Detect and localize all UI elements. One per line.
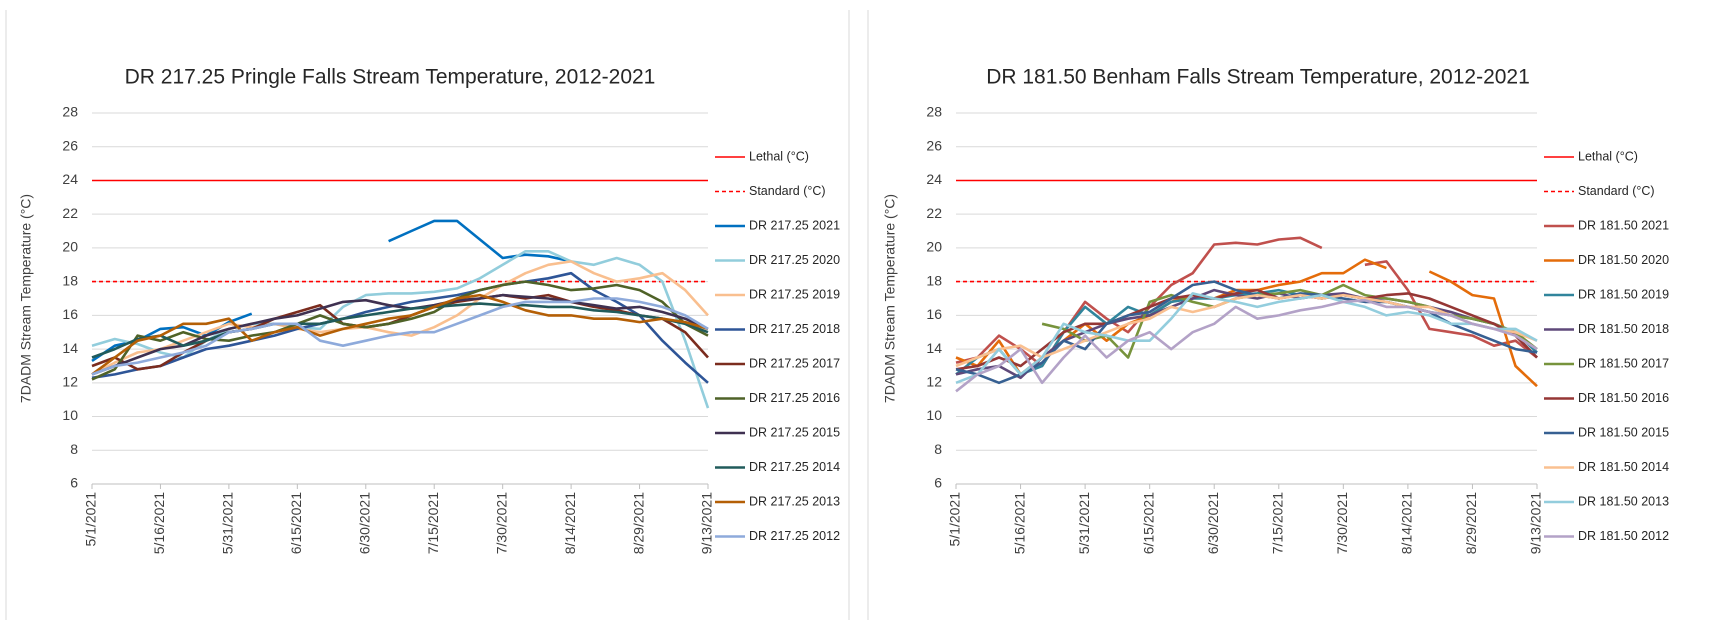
legend-label: DR 217.25 2013 bbox=[749, 494, 840, 508]
y-tick-label: 8 bbox=[934, 441, 942, 457]
legend-label: DR 181.50 2014 bbox=[1578, 460, 1669, 474]
x-tick-label: 8/29/2021 bbox=[1463, 492, 1479, 554]
series-line bbox=[91, 271, 709, 384]
legend-label: DR 217.25 2015 bbox=[749, 425, 840, 439]
series-line bbox=[91, 293, 709, 376]
legend-label: DR 181.50 2020 bbox=[1578, 253, 1669, 267]
x-tick-label: 5/1/2021 bbox=[83, 492, 99, 547]
x-tick-label: 5/31/2021 bbox=[1076, 492, 1092, 554]
y-tick-label: 6 bbox=[70, 475, 78, 491]
y-tick-label: 18 bbox=[926, 272, 942, 288]
x-tick-label: 5/1/2021 bbox=[947, 492, 963, 547]
x-tick-label: 7/15/2021 bbox=[425, 492, 441, 554]
y-tick-label: 28 bbox=[926, 104, 942, 120]
y-tick-label: 10 bbox=[926, 407, 942, 423]
y-tick-label: 26 bbox=[926, 137, 942, 153]
legend-label: Standard (°C) bbox=[749, 184, 826, 198]
series-line bbox=[91, 293, 709, 371]
legend-label: DR 217.25 2016 bbox=[749, 391, 840, 405]
y-tick-label: 12 bbox=[62, 374, 78, 390]
x-tick-label: 6/15/2021 bbox=[288, 492, 304, 554]
x-tick-label: 7/15/2021 bbox=[1269, 492, 1285, 554]
y-tick-label: 12 bbox=[926, 374, 942, 390]
series-line bbox=[91, 280, 709, 381]
series-line bbox=[955, 280, 1538, 385]
y-tick-label: 8 bbox=[70, 441, 78, 457]
y-tick-label: 20 bbox=[62, 239, 78, 255]
y-tick-label: 16 bbox=[926, 306, 942, 322]
series-line bbox=[91, 297, 709, 376]
y-tick-label: 18 bbox=[62, 272, 78, 288]
y-tick-label: 20 bbox=[926, 239, 942, 255]
y-tick-label: 10 bbox=[62, 407, 78, 423]
x-tick-label: 9/13/2021 bbox=[1528, 492, 1544, 554]
legend-label: DR 181.50 2018 bbox=[1578, 322, 1669, 336]
x-tick-label: 8/14/2021 bbox=[1399, 492, 1415, 554]
y-tick-label: 26 bbox=[62, 137, 78, 153]
legend-label: DR 217.25 2017 bbox=[749, 356, 840, 370]
y-tick-label: 24 bbox=[926, 171, 942, 187]
x-tick-label: 8/14/2021 bbox=[562, 492, 578, 554]
legend-label: DR 181.50 2019 bbox=[1578, 287, 1669, 301]
y-axis-label: 7DADM Stream Temperature (°C) bbox=[882, 194, 898, 403]
y-tick-label: 22 bbox=[926, 205, 942, 221]
y-tick-label: 24 bbox=[62, 171, 78, 187]
legend-label: DR 181.50 2021 bbox=[1578, 218, 1669, 232]
series-line bbox=[955, 298, 1538, 393]
x-tick-label: 7/30/2021 bbox=[1334, 492, 1350, 554]
legend-label: DR 181.50 2016 bbox=[1578, 391, 1669, 405]
legend-label: DR 181.50 2015 bbox=[1578, 425, 1669, 439]
chart-title: DR 217.25 Pringle Falls Stream Temperatu… bbox=[125, 66, 656, 89]
y-axis-label: 7DADM Stream Temperature (°C) bbox=[18, 194, 34, 403]
x-tick-label: 6/30/2021 bbox=[356, 492, 372, 554]
x-tick-label: 6/15/2021 bbox=[1140, 492, 1156, 554]
legend-label: DR 217.25 2019 bbox=[749, 287, 840, 301]
legend-label: DR 181.50 2012 bbox=[1578, 529, 1669, 543]
x-tick-label: 8/29/2021 bbox=[630, 492, 646, 554]
legend-label: DR 181.50 2017 bbox=[1578, 356, 1669, 370]
y-tick-label: 14 bbox=[62, 340, 78, 356]
legend-label: DR 217.25 2020 bbox=[749, 253, 840, 267]
y-tick-label: 16 bbox=[62, 306, 78, 322]
legend-label: DR 217.25 2012 bbox=[749, 529, 840, 543]
legend-label: DR 181.50 2013 bbox=[1578, 494, 1669, 508]
legend-label: Lethal (°C) bbox=[749, 149, 809, 163]
series-line bbox=[91, 302, 709, 359]
x-tick-label: 5/16/2021 bbox=[151, 492, 167, 554]
y-tick-label: 6 bbox=[934, 475, 942, 491]
x-tick-label: 7/30/2021 bbox=[493, 492, 509, 554]
legend-label: DR 217.25 2014 bbox=[749, 460, 840, 474]
legend-label: Lethal (°C) bbox=[1578, 149, 1638, 163]
series-line bbox=[955, 293, 1538, 368]
chart-title: DR 181.50 Benham Falls Stream Temperatur… bbox=[986, 66, 1530, 89]
y-tick-label: 22 bbox=[62, 205, 78, 221]
legend-label: DR 217.25 2021 bbox=[749, 218, 840, 232]
legend-label: Standard (°C) bbox=[1578, 184, 1655, 198]
series-line bbox=[91, 293, 709, 376]
y-tick-label: 14 bbox=[926, 340, 942, 356]
x-tick-label: 5/31/2021 bbox=[220, 492, 236, 554]
x-tick-label: 6/30/2021 bbox=[1205, 492, 1221, 554]
legend-label: DR 217.25 2018 bbox=[749, 322, 840, 336]
y-tick-label: 28 bbox=[62, 104, 78, 120]
series-line bbox=[955, 292, 1538, 385]
x-tick-label: 5/16/2021 bbox=[1011, 492, 1027, 554]
x-tick-label: 9/13/2021 bbox=[699, 492, 715, 554]
